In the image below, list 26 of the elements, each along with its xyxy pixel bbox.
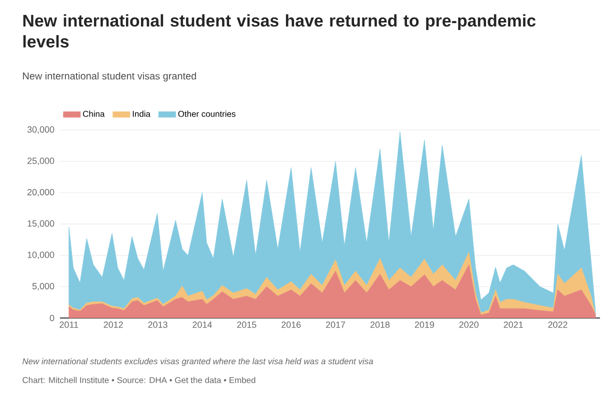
x-tick-label: 2020 — [459, 322, 479, 328]
text: New international students excludes visas granted where the last visa held was a student visa — [22, 358, 374, 366]
x-tick-label: 2011 — [60, 322, 78, 328]
y-tick-label: 20,000 — [28, 188, 54, 196]
x-tick-label: 2021 — [504, 322, 523, 328]
x-tick-label: 2019 — [414, 322, 434, 328]
y-tick-label: 5,000 — [32, 282, 54, 290]
chart-title: New international student visas have returned to pre-pandemic levels — [23, 14, 536, 48]
text: Chart: Mitchell Institute • Source: DHA • Get the data • Embed — [22, 376, 256, 384]
y-tick-label: 30,000 — [27, 126, 54, 134]
x-tick-label: 2016 — [282, 322, 301, 328]
x-tick-label: 2015 — [237, 322, 256, 328]
x-tick-label: 2022 — [548, 322, 568, 328]
chart-subtitle: New international student visas granted — [23, 72, 196, 82]
x-tick-label: 2018 — [370, 322, 390, 328]
y-tick-label: 10,000 — [28, 252, 54, 260]
y-tick-label: 15,000 — [28, 220, 54, 228]
legend-label: Other countries — [178, 110, 236, 117]
legend-label: India — [132, 110, 150, 117]
legend-label: China — [83, 110, 105, 117]
x-tick-label: 2012 — [104, 322, 123, 328]
x-tick-label: 2013 — [148, 322, 168, 328]
x-tick-label: 2014 — [192, 322, 212, 328]
x-tick-label: 2017 — [326, 322, 346, 328]
y-tick-label: 25,000 — [28, 158, 54, 166]
y-tick-label: 0 — [50, 314, 54, 322]
